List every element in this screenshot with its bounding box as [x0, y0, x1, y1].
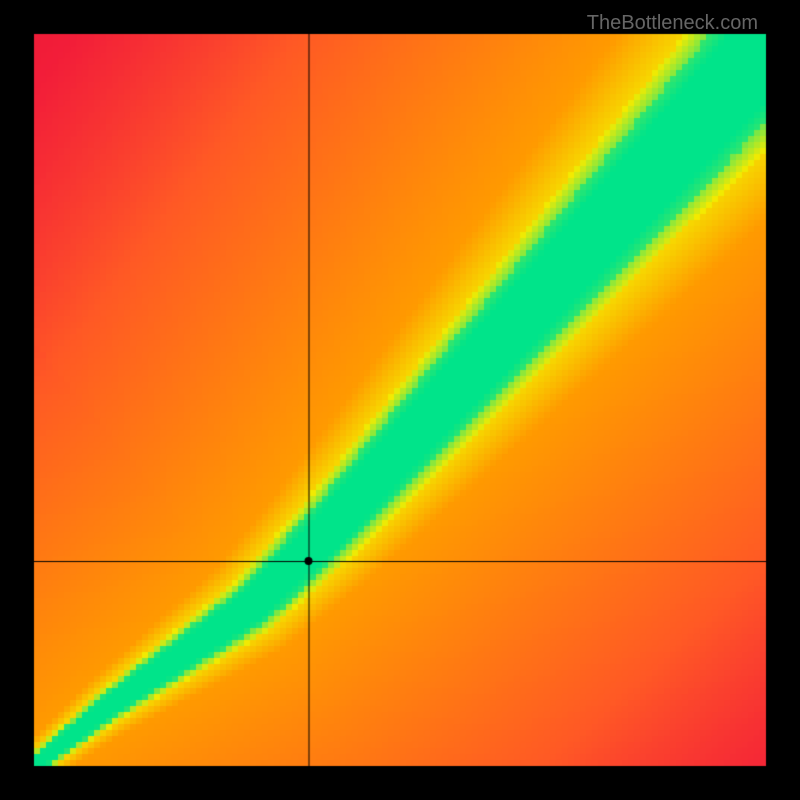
chart-container: TheBottleneck.com: [0, 0, 800, 800]
watermark-text: TheBottleneck.com: [587, 12, 758, 35]
bottleneck-heatmap: [0, 0, 800, 800]
